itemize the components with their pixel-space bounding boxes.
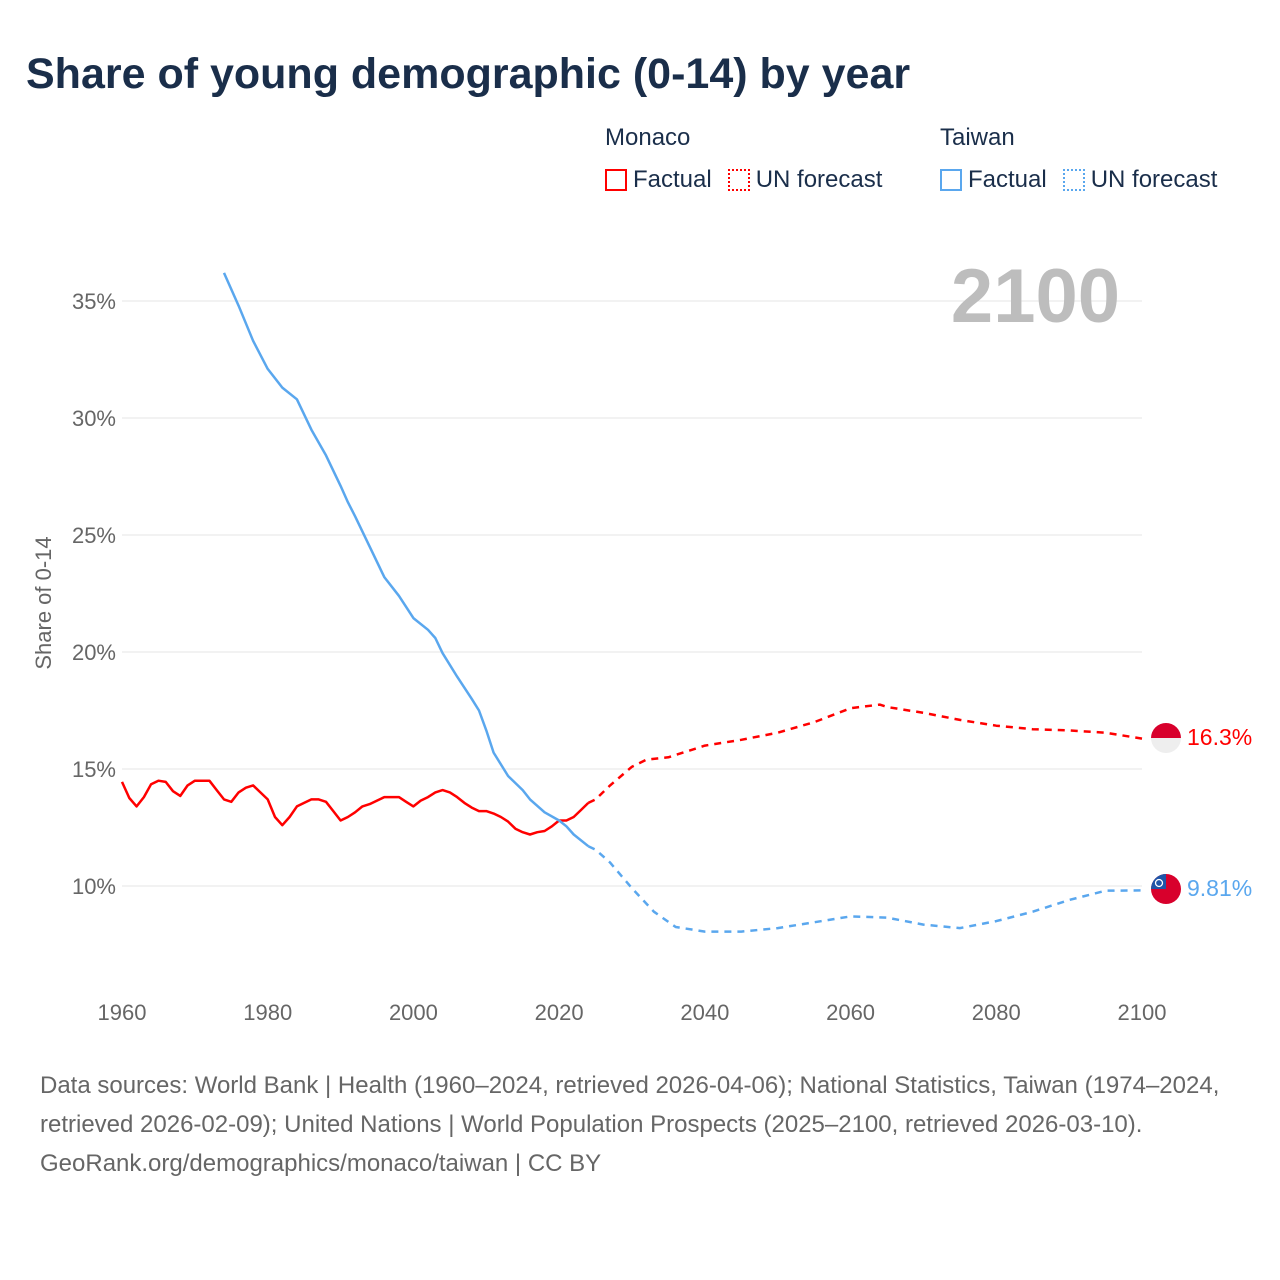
sources-text: Data sources: World Bank | Health (1960–… bbox=[40, 1072, 1220, 1138]
legend-swatch-solid bbox=[940, 169, 962, 191]
y-tick-label: 15% bbox=[72, 757, 116, 782]
y-tick-label: 20% bbox=[72, 640, 116, 665]
legend-item-taiwan-factual[interactable]: Factual bbox=[940, 166, 1047, 194]
year-label: 2100 bbox=[951, 254, 1120, 339]
legend-item-taiwan-forecast[interactable]: UN forecast bbox=[1062, 166, 1218, 194]
monaco-flag-marker bbox=[1151, 723, 1181, 753]
x-tick-label: 2060 bbox=[826, 1000, 875, 1025]
credit-link[interactable]: GeoRank.org/demographics/monaco/taiwan |… bbox=[40, 1150, 602, 1177]
series-taiwan-un-forecast bbox=[587, 845, 1143, 933]
y-axis-label: Share of 0-14 bbox=[31, 536, 56, 669]
chart-title: Share of young demographic (0-14) by yea… bbox=[26, 50, 911, 98]
legend-label: UN forecast bbox=[755, 166, 883, 193]
x-tick-label: 2100 bbox=[1118, 1000, 1167, 1025]
legend-swatch-dotted bbox=[727, 169, 750, 191]
x-tick-label: 2000 bbox=[389, 1000, 438, 1025]
legend-label: UN forecast bbox=[1090, 166, 1218, 193]
taiwan-flag-marker bbox=[1151, 874, 1181, 904]
sun-icon bbox=[1154, 878, 1164, 888]
x-tick-label: 2080 bbox=[972, 1000, 1021, 1025]
legend-taiwan: Taiwan Factual UN forecast bbox=[940, 124, 1217, 194]
legend-item-monaco-forecast[interactable]: UN forecast bbox=[727, 166, 883, 194]
y-tick-label: 35% bbox=[72, 289, 116, 314]
x-tick-label: 1960 bbox=[98, 1000, 147, 1025]
x-tick-label: 1980 bbox=[243, 1000, 292, 1025]
legend-label: Factual bbox=[968, 166, 1047, 193]
flag-white-half bbox=[1151, 738, 1181, 753]
series-monaco-un-forecast bbox=[587, 703, 1143, 805]
y-tick-label: 10% bbox=[72, 874, 116, 899]
flag-red-half bbox=[1151, 723, 1181, 738]
legend-swatch-solid bbox=[605, 169, 627, 191]
legend-monaco: Monaco Factual UN forecast bbox=[605, 124, 882, 194]
y-tick-label: 30% bbox=[72, 406, 116, 431]
x-tick-label: 2040 bbox=[680, 1000, 729, 1025]
end-label-taiwan: 9.81% bbox=[1187, 875, 1252, 901]
x-tick-label: 2020 bbox=[535, 1000, 584, 1025]
end-label-monaco: 16.3% bbox=[1187, 724, 1252, 750]
series-taiwan-factual bbox=[222, 272, 590, 848]
legend-title-monaco: Monaco bbox=[605, 124, 691, 151]
series-monaco-factual bbox=[120, 779, 590, 836]
legend-label: Factual bbox=[633, 166, 712, 193]
legend-title-taiwan: Taiwan bbox=[940, 124, 1015, 151]
legend-swatch-dotted bbox=[1062, 169, 1085, 191]
legend-item-monaco-factual[interactable]: Factual bbox=[605, 166, 712, 194]
sources: Data sources: World Bank | Health (1960–… bbox=[40, 1066, 1240, 1183]
y-tick-label: 25% bbox=[72, 523, 116, 548]
